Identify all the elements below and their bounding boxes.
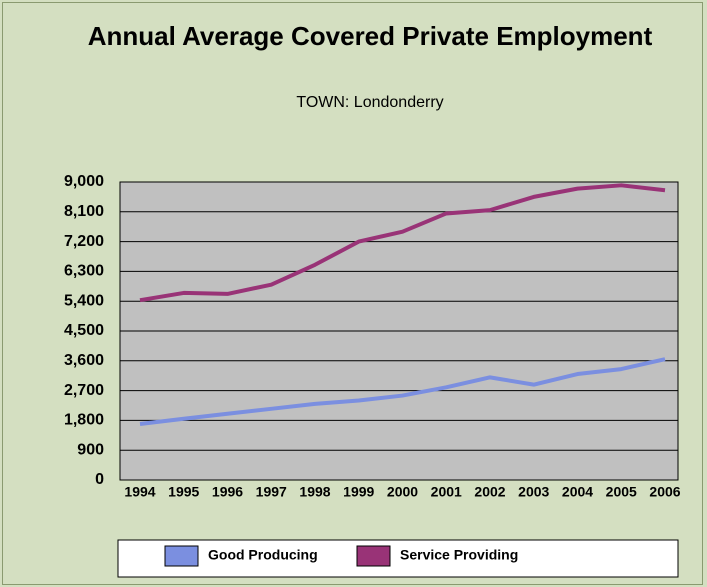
- x-tick-label: 2002: [474, 484, 505, 500]
- y-tick-label: 5,400: [64, 292, 104, 309]
- series-line: [139, 183, 666, 303]
- x-tick-label: 2004: [562, 484, 593, 500]
- x-tick-label: 2005: [606, 484, 637, 500]
- y-tick-label: 9,000: [64, 173, 104, 190]
- y-tick-label: 7,200: [64, 233, 104, 250]
- y-tick-label: 8,100: [64, 203, 104, 220]
- series-line: [139, 357, 666, 427]
- x-tick-label: 1994: [124, 484, 155, 500]
- x-tick-label: 2001: [431, 484, 462, 500]
- y-tick-label: 4,500: [64, 322, 104, 339]
- y-tick-label: 900: [77, 441, 104, 458]
- legend-swatch: [356, 545, 391, 567]
- chart-title: Annual Average Covered Private Employmen…: [87, 21, 653, 51]
- x-tick-label: 1998: [299, 484, 330, 500]
- legend-label: Service Providing: [400, 547, 518, 563]
- legend-swatch: [164, 545, 199, 567]
- y-tick-label: 3,600: [64, 352, 104, 369]
- x-tick-label: 2003: [518, 484, 549, 500]
- x-tick-label: 1997: [256, 484, 287, 500]
- y-tick-label: 6,300: [64, 263, 104, 280]
- x-tick-label: 2006: [649, 484, 680, 500]
- chart-subtitle: TOWN: Londonderry: [296, 94, 444, 111]
- x-tick-label: 1999: [343, 484, 374, 500]
- x-tick-label: 1996: [212, 484, 243, 500]
- legend-box: [117, 539, 679, 578]
- x-tick-label: 2000: [387, 484, 418, 500]
- x-tick-label: 1995: [168, 484, 199, 500]
- y-tick-label: 1,800: [64, 412, 104, 429]
- y-tick-label: 0: [95, 471, 104, 488]
- legend-label: Good Producing: [208, 547, 318, 563]
- y-tick-label: 2,700: [64, 382, 104, 399]
